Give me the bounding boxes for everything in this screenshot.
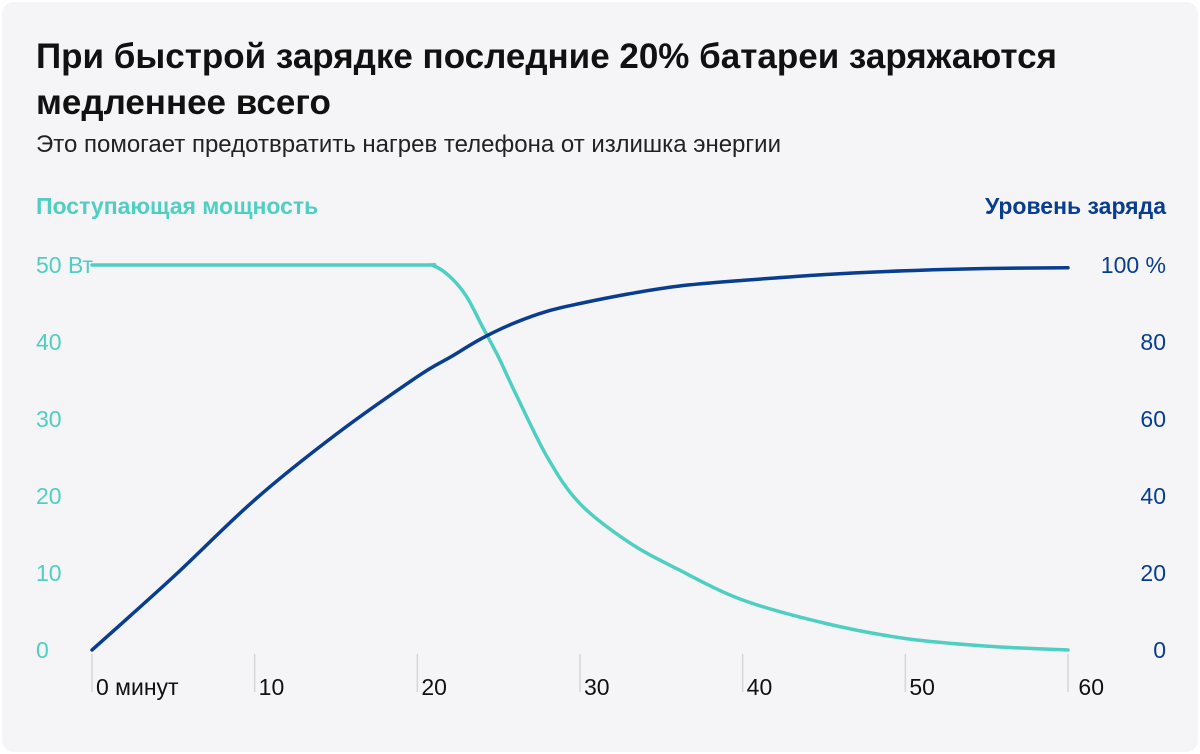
x-tick-label-2: 20 — [421, 674, 447, 700]
right-tick-label-1: 20 — [1140, 560, 1166, 586]
left-tick-label-2: 20 — [36, 483, 62, 509]
x-axis-ticks: 0 минут 10 20 30 40 50 60 — [96, 674, 1104, 700]
right-tick-label-2: 40 — [1140, 483, 1166, 509]
x-tick-label-3: 30 — [584, 674, 610, 700]
chart-subtitle: Это помогает предотвратить нагрев телефо… — [36, 131, 781, 158]
left-tick-label-4: 40 — [36, 329, 62, 355]
left-axis-title: Поступающая мощность — [36, 193, 319, 219]
charge-series-line — [90, 265, 1070, 652]
left-axis-ticks: 0 10 20 30 40 50 Вт — [36, 252, 94, 663]
right-tick-label-5: 100 % — [1101, 252, 1166, 278]
series-lines — [90, 262, 1070, 652]
x-tick-label-1: 10 — [259, 674, 285, 700]
x-tick-label-6: 60 — [1078, 674, 1104, 700]
chart-title: При быстрой зарядке последние 20% батаре… — [36, 37, 1057, 122]
right-tick-label-4: 80 — [1140, 329, 1166, 355]
right-axis-ticks: 0 20 40 60 80 100 % — [1101, 252, 1166, 663]
x-tick-label-0: 0 минут — [96, 674, 179, 700]
power-series-line — [90, 262, 1070, 652]
x-tick-label-4: 40 — [747, 674, 773, 700]
left-tick-label-5: 50 Вт — [36, 252, 94, 278]
right-tick-label-0: 0 — [1153, 637, 1166, 663]
x-grid — [91, 654, 1069, 692]
left-tick-label-0: 0 — [36, 637, 49, 663]
left-tick-label-3: 30 — [36, 406, 62, 432]
right-axis-title: Уровень заряда — [984, 193, 1166, 219]
left-tick-label-1: 10 — [36, 560, 62, 586]
right-tick-label-3: 60 — [1140, 406, 1166, 432]
x-tick-label-5: 50 — [909, 674, 935, 700]
